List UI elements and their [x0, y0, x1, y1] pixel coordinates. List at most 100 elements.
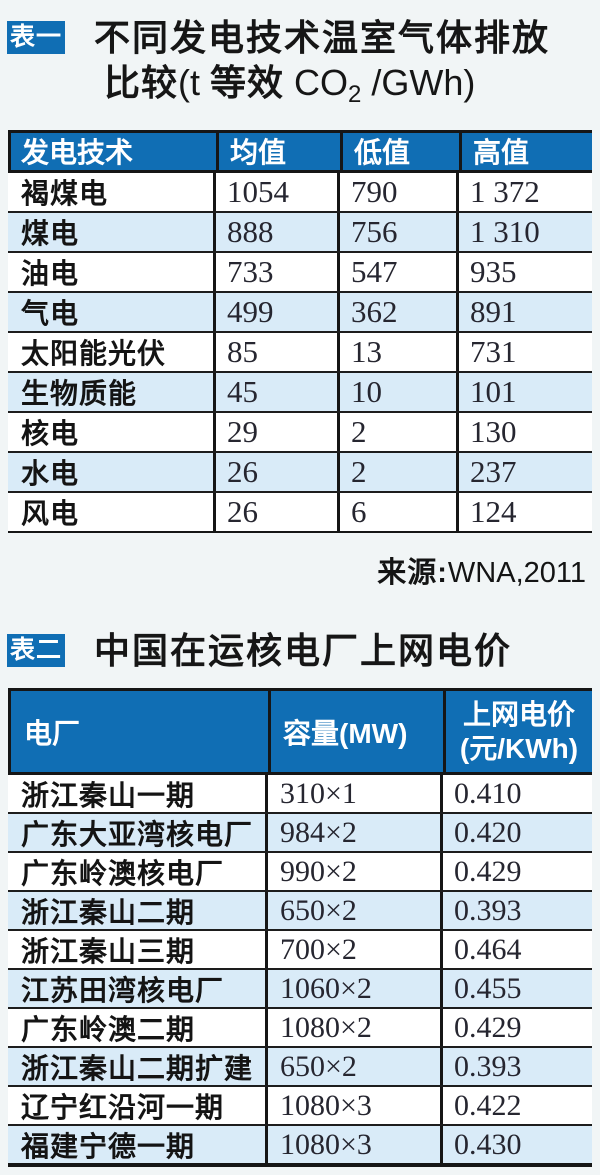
- table1-caption-line2: 比较(t 等效 CO2 /GWh): [104, 61, 600, 110]
- table-row: 太阳能光伏 85 13 731: [8, 330, 592, 371]
- table-row: 浙江秦山二期 650×2 0.393: [8, 890, 592, 930]
- title-unit-latin1: (t: [178, 62, 211, 104]
- table1-body: 褐煤电 1054 790 1 372 煤电 888 756 1 310 油电 733 547 935 气…: [8, 172, 592, 531]
- table-row: 煤电 888 756 1 310: [8, 210, 592, 251]
- table-cell: 362: [337, 292, 456, 331]
- table-row: 江苏田湾核电厂 1060×2 0.455: [8, 968, 592, 1008]
- table-cell: 700×2: [265, 931, 440, 969]
- table1-caption-line1: 表一 不同发电技术温室气体排放: [7, 16, 600, 59]
- table-cell: 499: [213, 292, 337, 331]
- table-cell: 广东大亚湾核电厂: [21, 818, 254, 850]
- table-cell: 2: [337, 452, 456, 491]
- table-row: 油电 733 547 935: [8, 250, 592, 291]
- table1-title-text: 不同发电技术温室气体排放: [94, 17, 551, 58]
- table-cell: 1080×3: [265, 1087, 440, 1125]
- table-row: 浙江秦山一期 310×1 0.410: [8, 775, 592, 813]
- table-cell: 6: [337, 492, 456, 531]
- table-cell: 广东岭澳核电厂: [21, 857, 225, 889]
- table-cell: 煤电: [21, 217, 80, 249]
- table-cell: 1 372: [456, 172, 592, 211]
- table2-caption: 表二 中国在运核电厂上网电价: [0, 629, 600, 672]
- table-cell: 237: [456, 452, 592, 491]
- table-cell: 广东岭澳二期: [21, 1013, 196, 1045]
- table1-source: 来源:WNA,2011: [0, 549, 586, 591]
- title-unit-latin2: CO: [284, 62, 349, 104]
- table-cell: 0.393: [440, 892, 592, 930]
- table-row: 广东大亚湾核电厂 984×2 0.420: [8, 812, 592, 852]
- table-cell: 气电: [21, 297, 80, 329]
- table-cell: 0.430: [440, 1126, 592, 1164]
- table-cell: 891: [456, 292, 592, 331]
- table-cell: 0.429: [440, 1009, 592, 1047]
- table-cell: 1080×2: [265, 1009, 440, 1047]
- table-cell: 生物质能: [21, 377, 138, 409]
- table-cell: 0.429: [440, 853, 592, 891]
- table-cell: 0.420: [440, 814, 592, 852]
- table-cell: 浙江秦山三期: [21, 935, 196, 967]
- table1-badge: 表一: [7, 21, 65, 54]
- table-cell: 547: [337, 252, 456, 291]
- table-cell: 984×2: [265, 814, 440, 852]
- table2-header-plant: 电厂: [24, 717, 81, 749]
- table-cell: 10: [337, 372, 456, 411]
- table-row: 水电 26 2 237: [8, 450, 592, 491]
- table1-caption: 表一 不同发电技术温室气体排放 比较(t 等效 CO2 /GWh): [0, 16, 600, 110]
- table-row: 核电 29 2 130: [8, 410, 592, 451]
- table-cell: 1080×3: [265, 1126, 440, 1164]
- table-cell: 0.393: [440, 1048, 592, 1086]
- table-cell: 130: [456, 412, 592, 451]
- table-cell: 太阳能光伏: [21, 337, 167, 369]
- table2-badge: 表二: [7, 633, 65, 667]
- table2-header-row: 电厂 容量(MW) 上网电价 (元/KWh): [8, 691, 592, 776]
- table1-header-technology: 发电技术: [21, 137, 134, 169]
- table-cell: 26: [213, 492, 337, 531]
- co2-subscript: 2: [348, 81, 362, 109]
- table-cell: 124: [456, 492, 592, 531]
- table-cell: 核电: [21, 417, 80, 449]
- table-cell: 888: [213, 212, 337, 251]
- table-cell: 29: [213, 412, 337, 451]
- table-row: 福建宁德一期 1080×3 0.430: [8, 1124, 592, 1164]
- table-row: 风电 26 6 124: [8, 490, 592, 531]
- table-cell: 756: [337, 212, 456, 251]
- table-cell: 0.455: [440, 970, 592, 1008]
- title-unit-cjk1: 比较: [104, 62, 179, 104]
- table-cell: 45: [213, 372, 337, 411]
- table-cell: 风电: [21, 497, 80, 529]
- table1-emissions: 发电技术 均值 低值 高值 褐煤电 1054 790 1 372 煤电 888 756 1 3…: [8, 129, 592, 533]
- table-row: 广东岭澳核电厂 990×2 0.429: [8, 851, 592, 891]
- table2-header-price-line2: (元/KWh): [459, 732, 579, 764]
- table-cell: 江苏田湾核电厂: [21, 974, 225, 1006]
- title-unit-cjk2: 等效: [210, 62, 285, 104]
- table-row: 生物质能 45 10 101: [8, 370, 592, 411]
- table2-header-price: 上网电价 (元/KWh): [443, 691, 592, 773]
- table-row: 浙江秦山三期 700×2 0.464: [8, 929, 592, 969]
- table1-header-high: 高值: [459, 132, 592, 170]
- table-cell: 0.422: [440, 1087, 592, 1125]
- table-cell: 85: [213, 332, 337, 371]
- table-cell: 辽宁红沿河一期: [21, 1091, 225, 1123]
- table-cell: 水电: [21, 457, 80, 489]
- table-cell: 1060×2: [265, 970, 440, 1008]
- table2-title-text: 中国在运核电厂上网电价: [94, 629, 513, 671]
- table-cell: 101: [456, 372, 592, 411]
- table-cell: 0.464: [440, 931, 592, 969]
- table-cell: 浙江秦山一期: [21, 779, 196, 811]
- source-value: WNA,2011: [447, 556, 586, 589]
- table-row: 广东岭澳二期 1080×2 0.429: [8, 1007, 592, 1047]
- table2-header-capacity: 容量(MW): [268, 691, 443, 773]
- table-cell: 福建宁德一期: [21, 1130, 196, 1162]
- table1-header-mean: 均值: [216, 132, 340, 170]
- table-row: 气电 499 362 891: [8, 290, 592, 331]
- table-cell: 990×2: [265, 853, 440, 891]
- table-cell: 浙江秦山二期扩建: [21, 1052, 254, 1084]
- table-cell: 935: [456, 252, 592, 291]
- table2-body: 浙江秦山一期 310×1 0.410 广东大亚湾核电厂 984×2 0.420 广东岭澳核电…: [8, 775, 592, 1164]
- source-label: 来源:: [377, 556, 448, 589]
- table-cell: 733: [213, 252, 337, 291]
- table-cell: 油电: [21, 257, 80, 289]
- table2-header-price-line1: 上网电价: [462, 699, 575, 731]
- table-row: 辽宁红沿河一期 1080×3 0.422: [8, 1085, 592, 1125]
- table-cell: 1 310: [456, 212, 592, 251]
